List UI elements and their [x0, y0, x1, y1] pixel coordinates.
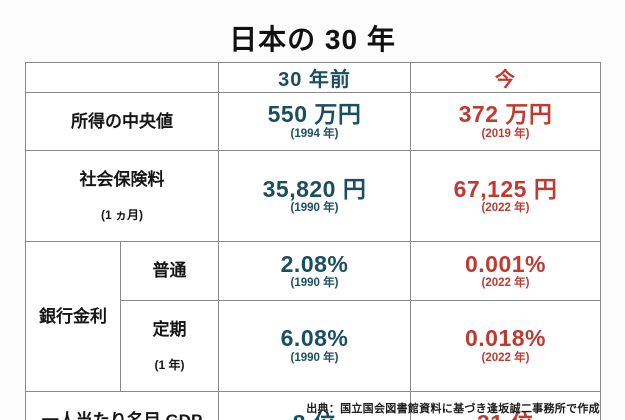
past-value: 35,820 円: [262, 176, 367, 203]
now-value-cell: 0.001% (2022 年): [410, 241, 601, 301]
now-value: 0.018%: [464, 325, 546, 352]
past-year: (1990 年): [290, 202, 339, 215]
past-value: 550 万円: [267, 101, 362, 128]
row-label-text: 一人当たり名目 GDP 世界ランキング: [26, 411, 218, 420]
column-header-past: 30 年前: [218, 62, 411, 93]
row-label-text: 定期: [152, 319, 187, 339]
now-year: (2022 年): [481, 202, 530, 215]
column-header-now: 今: [410, 62, 601, 93]
header-empty-cell: [25, 62, 219, 93]
past-value: 8 位: [219, 411, 410, 420]
past-year: (1990 年): [290, 276, 339, 289]
row-sublabel: (1 年): [154, 357, 185, 372]
row-label: 一人当たり名目 GDP 世界ランキング: [25, 390, 219, 420]
now-value-cell: 31 位 (2022 年): [410, 390, 601, 420]
row-label: 所得の中央値: [25, 91, 219, 152]
past-value: 2.08%: [280, 250, 349, 277]
past-value-cell: 6.08% (1990 年): [218, 299, 411, 392]
source-note: 出典：国立国会図書館資料に基づき逢坂誠二事務所で作成: [306, 403, 600, 415]
table-row-bank-ordinary: 銀行金利 普通 2.08% (1990 年) 0.001% (2022 年): [25, 241, 601, 392]
page-title: 日本の 30 年: [229, 24, 396, 55]
row-label-text: 社会保険料: [79, 170, 165, 190]
row-label-text: 所得の中央値: [71, 112, 173, 132]
now-value: 372 万円: [458, 101, 553, 128]
now-value: 67,125 円: [453, 176, 558, 203]
now-year: (2022 年): [481, 276, 530, 289]
now-value-cell: 372 万円 (2019 年): [410, 91, 601, 152]
now-year: (2019 年): [481, 127, 530, 140]
past-value: 6.08%: [280, 325, 349, 352]
now-value: 0.001%: [464, 250, 546, 277]
now-year: (2022 年): [481, 351, 530, 364]
past-value-cell: 35,820 円 (1990 年): [218, 150, 411, 243]
table-row-insurance: 社会保険料 (1 ヵ月) 35,820 円 (1990 年) 67,125 円 …: [25, 150, 601, 243]
row-sublabel: (1 ヵ月): [100, 208, 143, 223]
past-value-cell: 2.08% (1990 年): [218, 241, 411, 301]
table-row-gdp-ranking: 一人当たり名目 GDP 世界ランキング 8 位 (1990 年) 31 位 (2…: [25, 390, 601, 420]
past-year: (1990 年): [290, 351, 339, 364]
row-label: 定期 (1 年): [120, 299, 219, 392]
past-year: (1994 年): [290, 127, 339, 140]
now-value: 31 位: [411, 411, 600, 420]
now-value-cell: 0.018% (2022 年): [410, 299, 601, 392]
row-label: 社会保険料 (1 ヵ月): [25, 150, 219, 243]
table-row-income: 所得の中央値 550 万円 (1994 年) 372 万円 (2019 年): [25, 91, 601, 152]
past-value-cell: 550 万円 (1994 年): [218, 91, 411, 152]
row-label: 普通: [120, 241, 219, 301]
comparison-table: 30 年前 今 所得の中央値 550 万円 (1994 年) 372 万円 (2…: [25, 62, 601, 420]
past-value-cell: 8 位 (1990 年): [218, 390, 411, 420]
now-value-cell: 67,125 円 (2022 年): [410, 150, 601, 243]
bank-group-label: 銀行金利: [25, 241, 121, 392]
header-row: 30 年前 今: [25, 62, 601, 93]
table-row-bank-fixed: 定期 (1 年) 6.08% (1990 年) 0.018% (2022 年): [26, 299, 601, 392]
row-label-text: 普通: [152, 261, 187, 281]
